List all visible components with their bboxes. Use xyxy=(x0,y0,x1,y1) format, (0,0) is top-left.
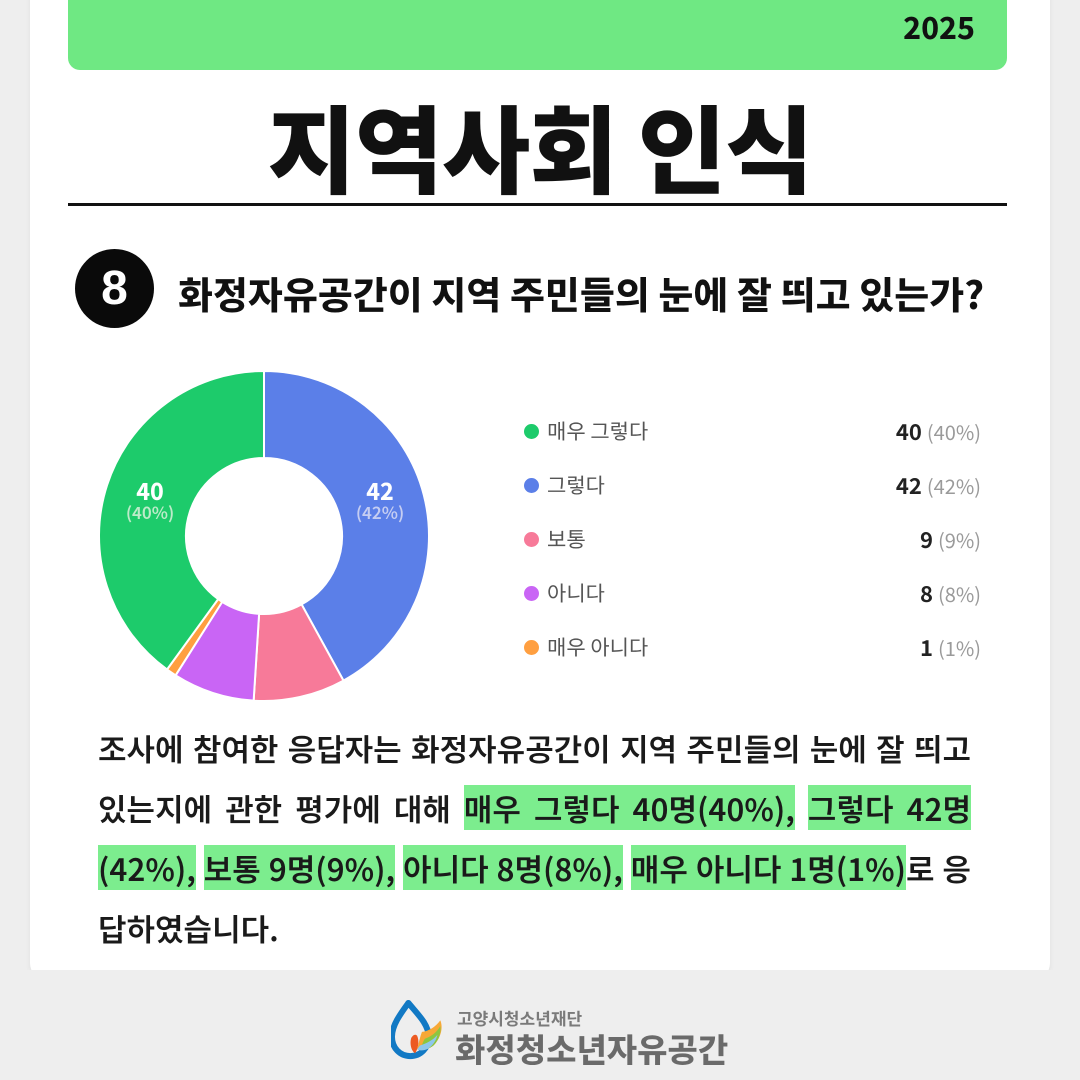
svg-text:(42%): (42%) xyxy=(356,499,404,524)
svg-text:(40%): (40%) xyxy=(126,499,174,524)
